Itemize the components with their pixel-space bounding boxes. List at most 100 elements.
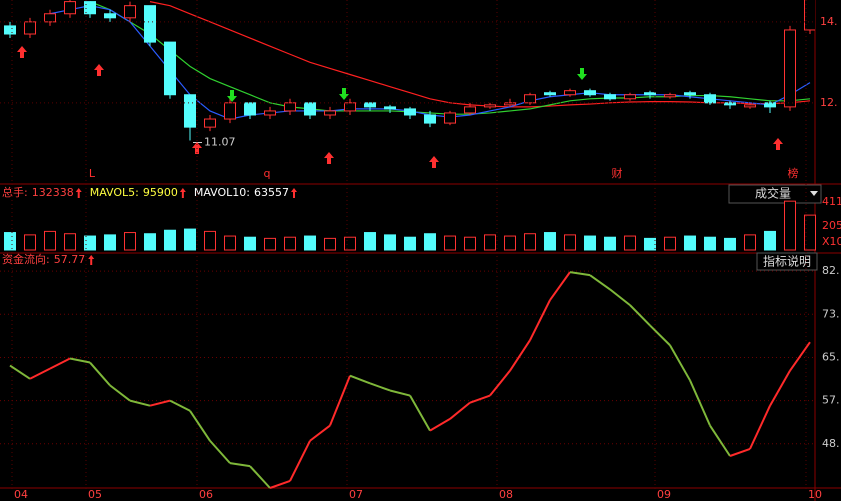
y-tick-label: 411	[822, 195, 841, 208]
indicator-line	[289, 440, 311, 482]
candle-body	[364, 102, 376, 108]
x-tick-label: 08	[499, 488, 513, 501]
legend-name: 总手:	[2, 185, 28, 199]
volume-bar	[444, 235, 456, 251]
indicator-line	[309, 424, 331, 442]
legend-value: 95900	[143, 186, 178, 199]
candle-body	[184, 94, 196, 128]
candle-body	[64, 1, 76, 15]
marker-label: q	[264, 167, 271, 180]
candle-body	[164, 41, 176, 96]
indicator-line	[629, 304, 651, 327]
indicator-line	[429, 418, 451, 432]
indicator-line	[189, 410, 211, 442]
legend-name: MAVOL5:	[90, 186, 139, 199]
x-tick-label: 10	[808, 488, 822, 501]
indicator-line	[249, 465, 271, 489]
signal-arrow	[773, 138, 783, 150]
volume-bar	[64, 233, 76, 251]
signal-arrow	[429, 156, 439, 168]
volume-bar	[204, 230, 216, 251]
x-tick-label: 07	[349, 488, 363, 501]
candle-body	[24, 21, 36, 35]
volume-bar	[104, 234, 116, 251]
volume-bar	[344, 236, 356, 251]
volume-bar	[384, 234, 396, 251]
indicator-line	[169, 399, 191, 412]
candle-body	[404, 108, 416, 116]
marker-label: L	[89, 167, 96, 180]
candle-body	[464, 106, 476, 114]
moving-average	[149, 1, 811, 108]
indicator-line	[469, 394, 491, 404]
moving-average	[89, 1, 811, 115]
indicator-line	[669, 344, 691, 381]
candle-body	[424, 114, 436, 124]
candle-body	[244, 102, 256, 116]
indicator-line	[209, 440, 231, 464]
volume-bar	[264, 237, 276, 251]
indicator-line	[509, 339, 531, 372]
volume-bar	[284, 236, 296, 251]
candle-body	[284, 102, 296, 112]
indicator-line	[749, 405, 771, 450]
indicator-line	[349, 374, 371, 385]
signal-arrow	[324, 152, 334, 164]
x-tick-label: 06	[199, 488, 213, 501]
indicator-line	[129, 399, 151, 407]
y-tick-label: 14.	[820, 15, 838, 28]
candle-body	[724, 102, 736, 106]
volume-bar	[404, 236, 416, 251]
volume-bar	[24, 234, 36, 251]
candle-body	[764, 102, 776, 108]
volume-bar	[224, 235, 236, 251]
indicator-line	[649, 324, 671, 346]
signal-arrow	[94, 64, 104, 76]
legend-name: MAVOL10:	[194, 186, 250, 199]
candle-body	[584, 90, 596, 96]
indicator-line	[609, 288, 631, 306]
volume-bar	[544, 232, 556, 251]
dropdown[interactable]	[728, 184, 822, 204]
candle-body	[644, 92, 656, 96]
x-tick-label: 05	[88, 488, 102, 501]
indicator-line	[89, 361, 111, 387]
volume-bar	[664, 236, 676, 251]
legend-value: 63557	[254, 186, 289, 199]
indicator-line	[769, 370, 791, 407]
y-tick-label: 57.	[822, 394, 840, 407]
volume-bar	[164, 229, 176, 251]
x-tick-label: 09	[657, 488, 671, 501]
button[interactable]	[756, 252, 818, 271]
volume-bar	[524, 233, 536, 251]
candle-body	[104, 13, 116, 19]
candle-body	[564, 90, 576, 96]
candle-body	[84, 1, 96, 15]
dropdown-label[interactable]: 成交量	[755, 186, 791, 201]
indicator-line	[729, 447, 751, 457]
candle-body	[144, 5, 156, 43]
candle-body	[384, 106, 396, 110]
indicator-line	[529, 299, 551, 341]
dropdown-arrow[interactable]	[810, 191, 818, 196]
unit-label: X10	[822, 235, 841, 248]
legend-arrow	[75, 188, 82, 198]
y-tick-label: 73.	[822, 307, 840, 320]
low-annotation: 11.07	[204, 135, 236, 148]
y-tick-label: 48.	[822, 437, 840, 450]
volume-bar	[764, 230, 776, 251]
indicator-line	[789, 341, 811, 372]
y-tick-label: 12.	[820, 96, 838, 109]
button-label[interactable]: 指标说明	[763, 254, 811, 269]
indicator-line	[29, 367, 51, 380]
volume-bar	[704, 236, 716, 251]
volume-bar	[804, 214, 816, 251]
volume-bar	[604, 236, 616, 251]
candle-body	[304, 102, 316, 116]
indicator-line	[409, 395, 431, 432]
volume-bar	[44, 230, 56, 251]
legend-arrow	[291, 188, 297, 198]
candle-body	[504, 102, 516, 106]
indicator-line	[369, 382, 391, 392]
